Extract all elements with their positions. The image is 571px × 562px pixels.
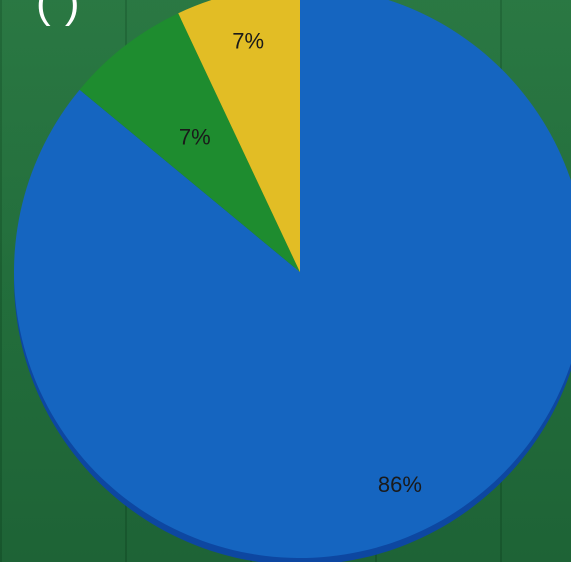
pie-slice-label: 86% <box>378 472 422 497</box>
pie-slice-label: 7% <box>232 28 264 53</box>
pie-slice-label: 7% <box>179 124 211 149</box>
